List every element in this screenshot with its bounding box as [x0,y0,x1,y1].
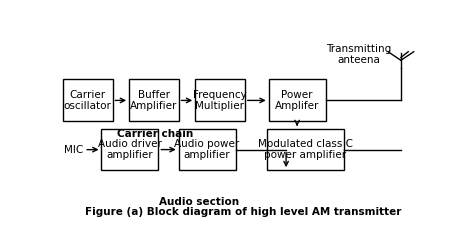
Text: Carrier chain: Carrier chain [117,129,193,139]
Text: Transmitting
anteena: Transmitting anteena [326,44,391,65]
Bar [269,79,326,122]
Text: Power
Amplifer: Power Amplifer [275,90,319,111]
Bar [129,79,179,122]
Text: Modulated class C
power amplifier: Modulated class C power amplifier [258,139,353,160]
Bar [179,129,236,170]
Text: Carrier
oscillator: Carrier oscillator [64,90,112,111]
Text: Frequency
Multiplier: Frequency Multiplier [193,90,247,111]
Text: MIC: MIC [64,145,83,155]
Text: Buffer
Amplifier: Buffer Amplifier [130,90,178,111]
Bar [101,129,158,170]
Bar [63,79,112,122]
Bar [195,79,245,122]
Bar [267,129,344,170]
Text: Audio power
amplifier: Audio power amplifier [174,139,240,160]
Text: Figure (a) Block diagram of high level AM transmitter: Figure (a) Block diagram of high level A… [85,207,401,217]
Text: Audio section: Audio section [159,197,239,207]
Text: Audio driver
amplifier: Audio driver amplifier [98,139,162,160]
